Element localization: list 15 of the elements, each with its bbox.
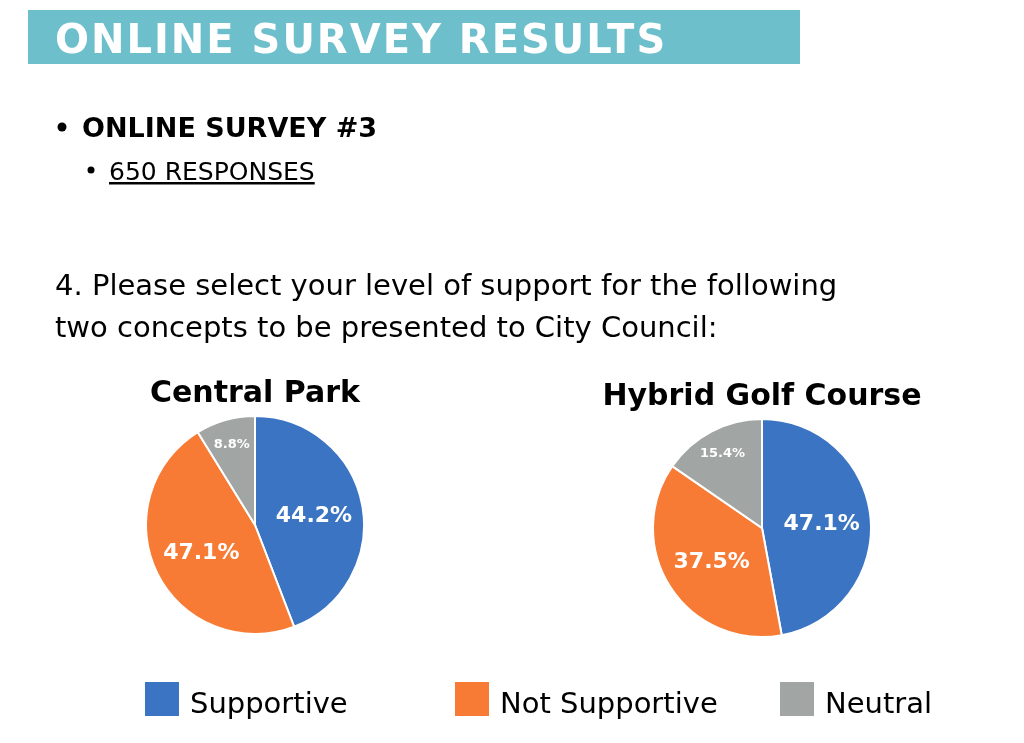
- data-label: 37.5%: [673, 548, 750, 574]
- data-label: 47.1%: [163, 539, 240, 565]
- legend-label: Supportive: [190, 686, 348, 720]
- chart-title: Central Park: [150, 374, 362, 409]
- text: 4. Please select your level of support for the following two concepts to be presented to City Council:: [55, 268, 838, 344]
- text: ONLINE SURVEY #3: [82, 112, 378, 143]
- data-label: 47.1%: [783, 510, 860, 536]
- chart-title: Hybrid Golf Course: [602, 377, 922, 412]
- data-label: 44.2%: [275, 501, 353, 527]
- data-label: 15.4%: [699, 445, 746, 461]
- legend-label: Neutral: [825, 686, 933, 720]
- text: 650 RESPONSES: [109, 157, 315, 186]
- data-label: 8.8%: [213, 435, 250, 451]
- text: ONLINE SURVEY RESULTS: [55, 16, 668, 62]
- legend-label: Not Supportive: [500, 686, 718, 720]
